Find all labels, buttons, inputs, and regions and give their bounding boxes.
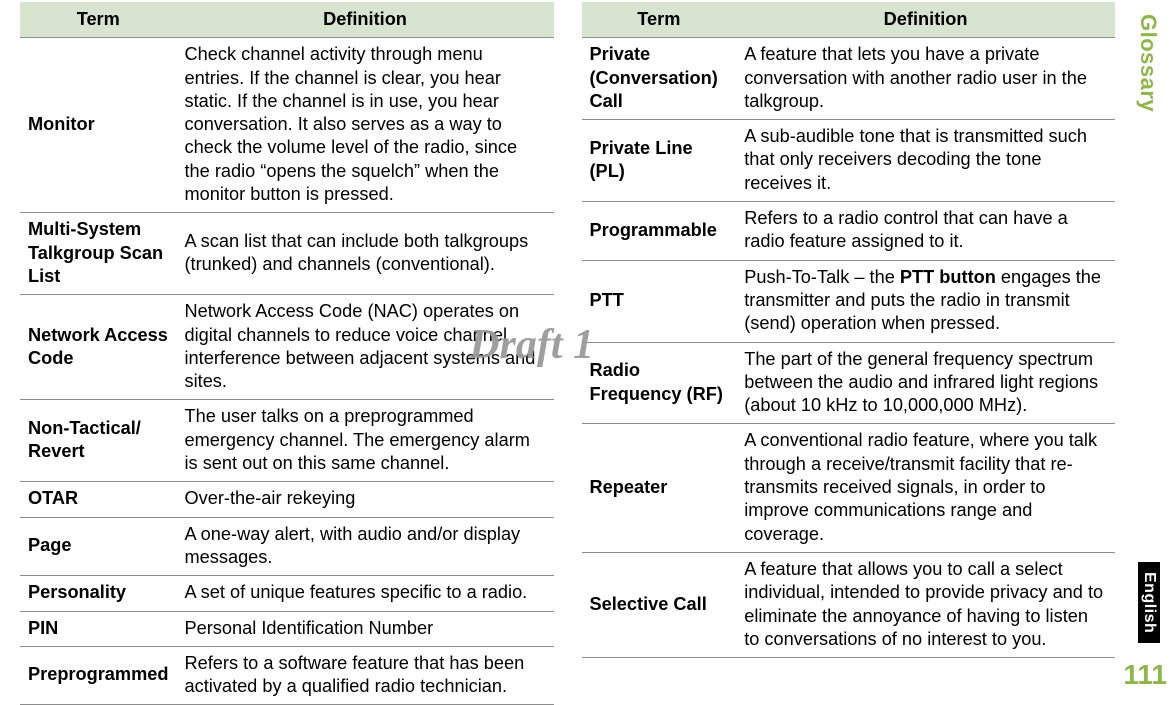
table-row: ProgrammableRefers to a radio control th… — [582, 202, 1116, 261]
table-row: Non-Tactical/ RevertThe user talks on a … — [20, 400, 554, 482]
table-row: MonitorCheck channel activity through me… — [20, 38, 554, 213]
definition-cell: A feature that lets you have a private c… — [736, 38, 1115, 120]
table-row: Private (Conversation) CallA feature tha… — [582, 38, 1116, 120]
col-header-term: Term — [582, 2, 737, 38]
term-cell: Private Line (PL) — [582, 120, 737, 202]
definition-cell: A one-way alert, with audio and/or displ… — [177, 517, 554, 576]
table-row: PersonalityA set of unique features spec… — [20, 576, 554, 611]
term-cell: Repeater — [582, 424, 737, 552]
language-tab: English — [1138, 562, 1160, 643]
table-row: PreprogrammedRefers to a software featur… — [20, 646, 554, 705]
definition-cell: Push-To-Talk – the PTT button engages th… — [736, 260, 1115, 342]
table-row: Private Line (PL)A sub-audible tone that… — [582, 120, 1116, 202]
table-row: Selective CallA feature that allows you … — [582, 552, 1116, 657]
col-header-definition: Definition — [177, 2, 554, 38]
definition-cell: A set of unique features specific to a r… — [177, 576, 554, 611]
term-cell: Personality — [20, 576, 177, 611]
definition-cell: A feature that allows you to call a sele… — [736, 552, 1115, 657]
definition-cell: A conventional radio feature, where you … — [736, 424, 1115, 552]
col-header-term: Term — [20, 2, 177, 38]
glossary-table-left: Term Definition MonitorCheck channel act… — [20, 2, 554, 705]
definition-cell: A sub-audible tone that is transmitted s… — [736, 120, 1115, 202]
term-cell: Network Access Code — [20, 295, 177, 400]
definition-cell: Over-the-air rekeying — [177, 482, 554, 517]
bold-term: PTT button — [900, 267, 996, 287]
left-column: Term Definition MonitorCheck channel act… — [20, 2, 554, 695]
table-row: Radio Frequency (RF)The part of the gene… — [582, 342, 1116, 424]
table-row: OTAROver-the-air rekeying — [20, 482, 554, 517]
definition-cell: Personal Identification Number — [177, 611, 554, 646]
table-row: PTTPush-To-Talk – the PTT button engages… — [582, 260, 1116, 342]
term-cell: Page — [20, 517, 177, 576]
term-cell: Radio Frequency (RF) — [582, 342, 737, 424]
term-cell: PTT — [582, 260, 737, 342]
page-content: Term Definition MonitorCheck channel act… — [20, 2, 1115, 695]
term-cell: Private (Conversation) Call — [582, 38, 737, 120]
table-row: Multi-System Talkgroup Scan ListA scan l… — [20, 213, 554, 295]
table-row: PageA one-way alert, with audio and/or d… — [20, 517, 554, 576]
definition-cell: Refers to a software feature that has be… — [177, 646, 554, 705]
term-cell: OTAR — [20, 482, 177, 517]
table-row: RepeaterA conventional radio feature, wh… — [582, 424, 1116, 552]
right-column: Term Definition Private (Conversation) C… — [582, 2, 1116, 695]
term-cell: Programmable — [582, 202, 737, 261]
definition-cell: The user talks on a preprogrammed emerge… — [177, 400, 554, 482]
term-cell: Multi-System Talkgroup Scan List — [20, 213, 177, 295]
term-cell: PIN — [20, 611, 177, 646]
definition-cell: A scan list that can include both talkgr… — [177, 213, 554, 295]
term-cell: Non-Tactical/ Revert — [20, 400, 177, 482]
glossary-table-right: Term Definition Private (Conversation) C… — [582, 2, 1116, 658]
definition-cell: Network Access Code (NAC) operates on di… — [177, 295, 554, 400]
term-cell: Monitor — [20, 38, 177, 213]
definition-cell: Refers to a radio control that can have … — [736, 202, 1115, 261]
table-row: PINPersonal Identification Number — [20, 611, 554, 646]
table-row: Network Access CodeNetwork Access Code (… — [20, 295, 554, 400]
definition-cell: Check channel activity through menu entr… — [177, 38, 554, 213]
col-header-definition: Definition — [736, 2, 1115, 38]
page-number: 111 — [1123, 659, 1167, 691]
term-cell: Preprogrammed — [20, 646, 177, 705]
definition-cell: The part of the general frequency spectr… — [736, 342, 1115, 424]
section-tab: Glossary — [1135, 14, 1161, 112]
term-cell: Selective Call — [582, 552, 737, 657]
